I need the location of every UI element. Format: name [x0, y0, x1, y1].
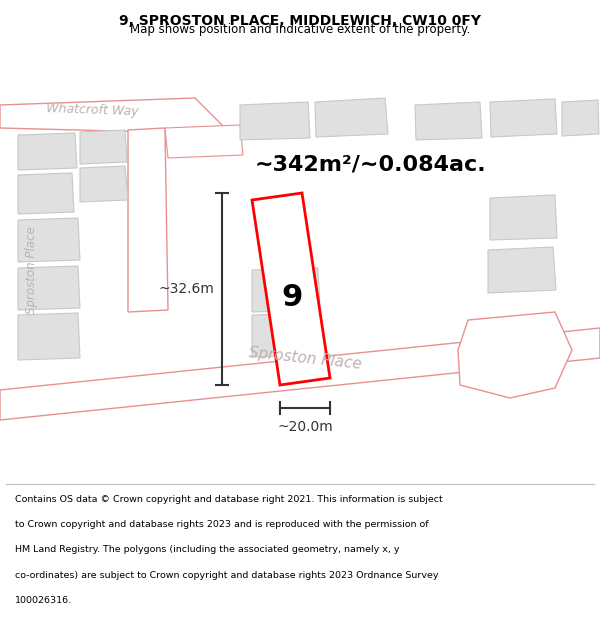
Polygon shape [80, 166, 128, 202]
Polygon shape [18, 173, 74, 214]
Text: Whatcroft Way: Whatcroft Way [46, 102, 139, 118]
Polygon shape [488, 247, 556, 293]
Polygon shape [490, 99, 557, 137]
Polygon shape [458, 312, 572, 398]
Polygon shape [18, 133, 77, 170]
Text: 100026316.: 100026316. [15, 596, 72, 605]
Text: Sproston Place: Sproston Place [25, 226, 38, 314]
Polygon shape [165, 125, 243, 158]
Polygon shape [18, 218, 80, 262]
Text: 9, SPROSTON PLACE, MIDDLEWICH, CW10 0FY: 9, SPROSTON PLACE, MIDDLEWICH, CW10 0FY [119, 14, 481, 28]
Polygon shape [252, 268, 320, 312]
Polygon shape [315, 98, 388, 137]
Polygon shape [490, 195, 557, 240]
Polygon shape [0, 328, 600, 420]
Polygon shape [562, 100, 599, 136]
Text: ~20.0m: ~20.0m [277, 420, 333, 434]
Text: ~32.6m: ~32.6m [158, 282, 214, 296]
Text: co-ordinates) are subject to Crown copyright and database rights 2023 Ordnance S: co-ordinates) are subject to Crown copyr… [15, 571, 439, 579]
Text: to Crown copyright and database rights 2023 and is reproduced with the permissio: to Crown copyright and database rights 2… [15, 520, 428, 529]
Text: Sproston Place: Sproston Place [248, 344, 362, 371]
Polygon shape [18, 313, 80, 360]
Polygon shape [80, 130, 127, 164]
Text: ~342m²/~0.084ac.: ~342m²/~0.084ac. [254, 155, 486, 175]
Polygon shape [240, 102, 310, 140]
Text: Map shows position and indicative extent of the property.: Map shows position and indicative extent… [130, 23, 470, 36]
Polygon shape [252, 313, 320, 357]
Text: 9: 9 [281, 284, 302, 312]
Text: HM Land Registry. The polygons (including the associated geometry, namely x, y: HM Land Registry. The polygons (includin… [15, 545, 400, 554]
Text: Contains OS data © Crown copyright and database right 2021. This information is : Contains OS data © Crown copyright and d… [15, 494, 443, 504]
Polygon shape [128, 128, 168, 312]
Polygon shape [0, 98, 225, 132]
Polygon shape [18, 266, 80, 310]
Polygon shape [252, 193, 330, 385]
Polygon shape [415, 102, 482, 140]
